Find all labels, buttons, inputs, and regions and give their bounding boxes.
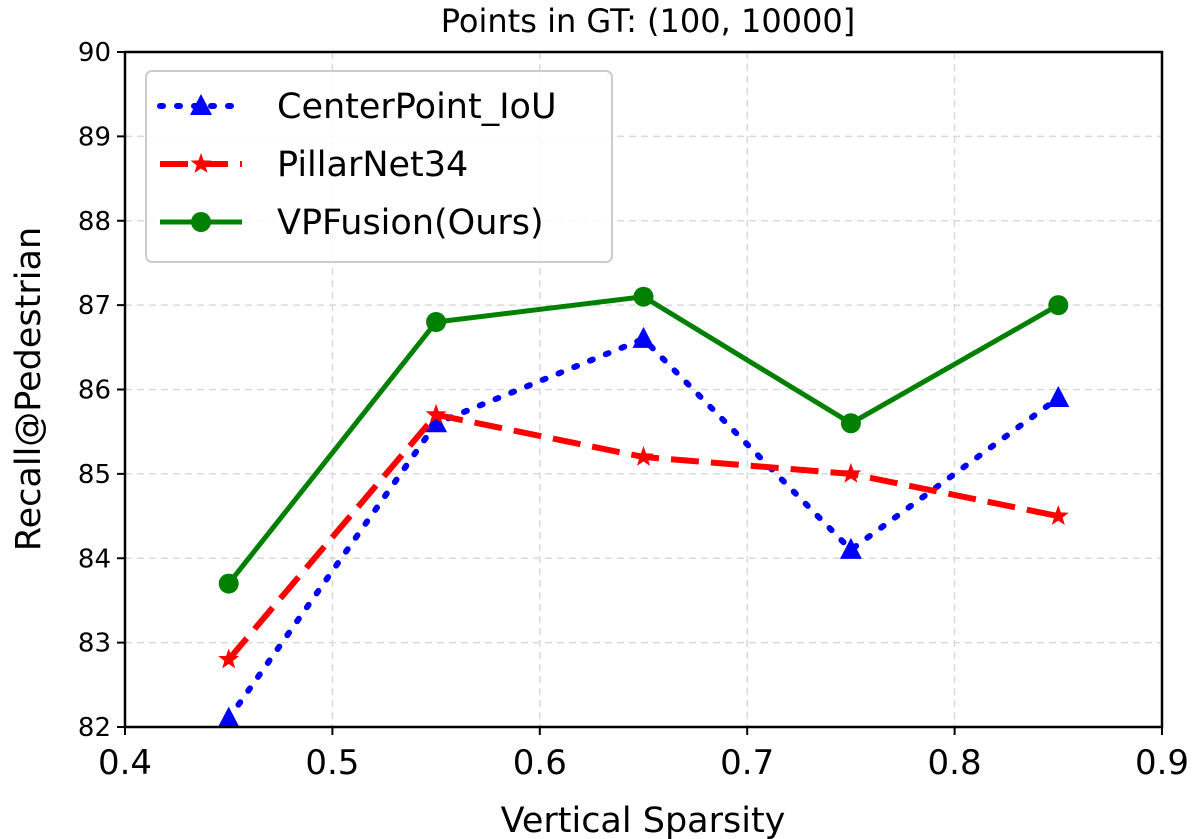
x-tick-label: 0.7 (720, 743, 774, 783)
x-axis-title: Vertical Sparsity (501, 801, 786, 839)
data-point (426, 312, 447, 332)
legend-label: PillarNet34 (277, 145, 468, 185)
legend-marker (191, 212, 211, 232)
data-point (632, 326, 655, 348)
data-point (633, 286, 654, 307)
legend-box (145, 70, 613, 263)
data-point (633, 446, 654, 466)
y-tick-label: 83 (78, 629, 111, 659)
legend-marker (190, 153, 212, 173)
x-tick-label: 0.8 (928, 743, 982, 783)
series-0 (217, 326, 1070, 728)
y-tick-label: 90 (78, 38, 111, 68)
legend-label: VPFusion(Ours) (277, 203, 544, 243)
data-point (1047, 385, 1070, 407)
series-2 (218, 286, 1069, 594)
y-tick-label: 87 (78, 291, 111, 321)
legend-label: CenterPoint_IoU (277, 87, 557, 127)
y-tick-label: 82 (78, 713, 111, 743)
data-point (1047, 505, 1069, 525)
data-point (218, 573, 239, 594)
series-1 (218, 403, 1069, 669)
data-point (840, 413, 861, 434)
series-line (225, 335, 1062, 722)
data-point (425, 411, 448, 433)
data-point (218, 648, 240, 669)
legend: CenterPoint_IoU PillarNet34 VPFusion(Ours) (145, 70, 613, 263)
data-point (217, 706, 240, 728)
legend-marker (190, 94, 212, 115)
axis-ticks: 0.4 0.5 0.6 0.7 0.8 0.9 82 83 84 85 86 87 88 89 90 (78, 38, 1189, 783)
x-tick-label: 0.4 (98, 743, 152, 783)
data-point (840, 462, 862, 483)
y-tick-label: 86 (78, 376, 111, 406)
x-tick-label: 0.9 (1135, 743, 1189, 783)
y-axis-title: Recall@Pedestrian (9, 227, 49, 551)
data-point (425, 403, 447, 424)
y-tick-label: 88 (78, 207, 111, 237)
data-point (839, 537, 862, 559)
y-tick-label: 89 (78, 122, 111, 152)
x-tick-label: 0.6 (513, 743, 567, 783)
y-tick-label: 84 (78, 544, 111, 574)
y-tick-label: 85 (78, 460, 111, 490)
data-point (1048, 295, 1069, 316)
chart-title: Points in GT: (100, 10000] (441, 2, 855, 40)
series-layer (217, 286, 1070, 728)
x-tick-label: 0.5 (305, 743, 359, 783)
